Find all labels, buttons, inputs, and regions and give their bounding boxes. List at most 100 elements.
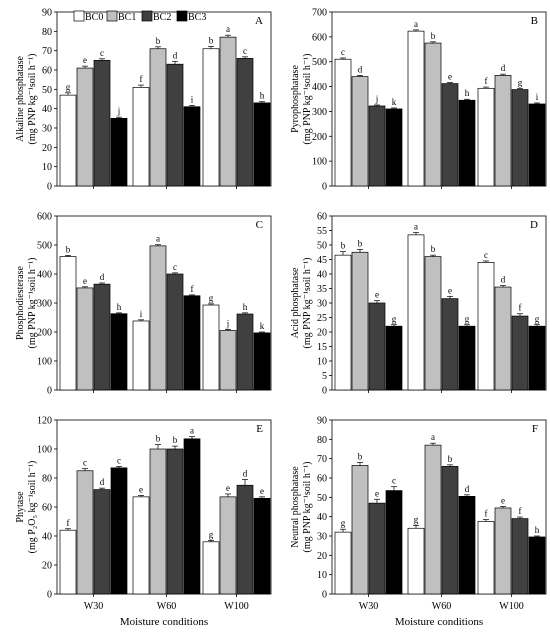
- significance-label: b: [431, 31, 436, 41]
- bar-BC3-W30: [110, 313, 128, 391]
- significance-label: e: [260, 486, 264, 496]
- bar-BC1-W100: [494, 507, 512, 595]
- legend-label-BC1: BC1: [118, 12, 136, 23]
- significance-label: b: [66, 244, 71, 254]
- panel-letter: B: [531, 15, 538, 27]
- significance-label: g: [518, 78, 523, 88]
- significance-label: c: [117, 455, 121, 465]
- significance-label: e: [83, 276, 87, 286]
- significance-label: e: [375, 488, 379, 498]
- significance-label: a: [431, 432, 435, 442]
- panel-C: 0 100 200 300 400 500 600 Phosphodiesterase (mg …: [15, 212, 272, 397]
- significance-label: c: [484, 250, 488, 260]
- significance-label: d: [243, 468, 248, 478]
- bar-BC1-W30: [351, 251, 369, 391]
- bar-BC3-W60: [183, 106, 201, 187]
- y-tick-label: 700: [312, 8, 327, 19]
- x-axis-title: Moisture conditions: [395, 616, 483, 628]
- bar-BC1-W60: [424, 42, 442, 187]
- y-tick-label: 50: [317, 493, 327, 504]
- y-tick-label: 0: [322, 182, 327, 193]
- y-tick-label: 120: [37, 416, 52, 427]
- bar-BC0-W60: [132, 320, 150, 391]
- bar-BC2-W30: [368, 502, 386, 595]
- significance-label: b: [358, 452, 363, 462]
- significance-label: h: [535, 525, 540, 535]
- bar-BC3-W30: [385, 108, 403, 187]
- significance-label: g: [341, 518, 346, 528]
- y-axis-title-line2: (mg PNP kg⁻¹soil h⁻¹): [27, 258, 38, 349]
- bar-BC3-W60: [183, 438, 201, 595]
- y-axis-title-line2: (mg PNP kg⁻¹soil h⁻¹): [27, 54, 38, 145]
- y-tick-label: 600: [37, 212, 52, 223]
- significance-label: e: [375, 290, 379, 300]
- y-tick-label: 10: [42, 162, 52, 173]
- significance-label: d: [501, 275, 506, 285]
- significance-label: e: [501, 495, 505, 505]
- bar-BC2-W30: [93, 489, 111, 595]
- x-tick-label: W60: [432, 601, 451, 612]
- y-tick-label: 30: [42, 124, 52, 135]
- y-tick-label: 60: [42, 66, 52, 77]
- x-tick-label: W60: [157, 601, 176, 612]
- y-tick-label: 400: [37, 270, 52, 281]
- significance-label: b: [209, 35, 214, 45]
- bar-BC0-W60: [132, 87, 150, 187]
- significance-label: i: [191, 95, 194, 105]
- bar-BC0-W30: [334, 58, 352, 187]
- x-tick-label: W30: [84, 601, 103, 612]
- y-tick-label: 80: [42, 27, 52, 38]
- significance-label: e: [226, 483, 230, 493]
- significance-label: b: [431, 244, 436, 254]
- panel-D: 0 5 10 15 20 25 30 35 40 45 50 55 60 Acid phosphatase…: [290, 212, 547, 397]
- panel-letter: E: [256, 423, 263, 435]
- y-tick-label: 0: [322, 590, 327, 601]
- y-axis-title-line2: (mg PNP kg⁻¹soil h⁻¹): [302, 462, 313, 553]
- bar-BC3-W30: [385, 490, 403, 595]
- panel-letter: D: [530, 219, 538, 231]
- significance-label: j: [375, 94, 379, 104]
- significance-label: d: [100, 272, 105, 282]
- y-tick-label: 70: [42, 46, 52, 57]
- significance-label: h: [465, 88, 470, 98]
- y-tick-label: 55: [317, 226, 327, 237]
- y-tick-label: 0: [322, 386, 327, 397]
- significance-label: d: [100, 477, 105, 487]
- significance-label: b: [156, 434, 161, 444]
- bar-BC3-W100: [528, 325, 546, 391]
- legend-swatch-BC3: [176, 10, 188, 22]
- y-tick-label: 400: [312, 82, 327, 93]
- significance-label: c: [173, 262, 177, 272]
- y-tick-label: 60: [317, 474, 327, 485]
- bar-BC1-W100: [494, 75, 512, 187]
- significance-label: f: [519, 303, 522, 313]
- legend-swatch-BC2: [141, 10, 153, 22]
- bar-BC2-W100: [236, 58, 254, 187]
- y-axis-title-line1: Alkaline phosphatase: [15, 56, 26, 142]
- panel-B: 0 100 200 300 400 500 600 700 Pyrophosphatase (mg…: [290, 8, 547, 193]
- significance-label: f: [485, 76, 488, 86]
- significance-label: a: [226, 24, 230, 34]
- significance-label: f: [67, 518, 70, 528]
- bar-BC1-W30: [351, 465, 369, 595]
- y-tick-label: 5: [322, 371, 327, 382]
- significance-label: h: [117, 302, 122, 312]
- bar-BC3-W100: [253, 102, 271, 187]
- bar-BC0-W60: [407, 30, 425, 187]
- bar-BC3-W100: [253, 332, 271, 391]
- y-tick-label: 70: [317, 454, 327, 465]
- y-tick-label: 600: [312, 32, 327, 43]
- y-tick-label: 80: [42, 474, 52, 485]
- x-tick-label: W100: [499, 601, 523, 612]
- bar-BC1-W30: [351, 76, 369, 187]
- significance-label: f: [191, 284, 194, 294]
- bar-BC1-W100: [219, 496, 237, 595]
- significance-label: e: [448, 72, 452, 82]
- y-tick-label: 500: [312, 57, 327, 68]
- legend-swatch-BC1: [106, 10, 118, 22]
- bar-BC0-W100: [202, 304, 220, 391]
- significance-label: g: [66, 82, 71, 92]
- bar-BC1-W100: [219, 36, 237, 187]
- y-tick-label: 50: [317, 241, 327, 252]
- y-tick-label: 60: [42, 503, 52, 514]
